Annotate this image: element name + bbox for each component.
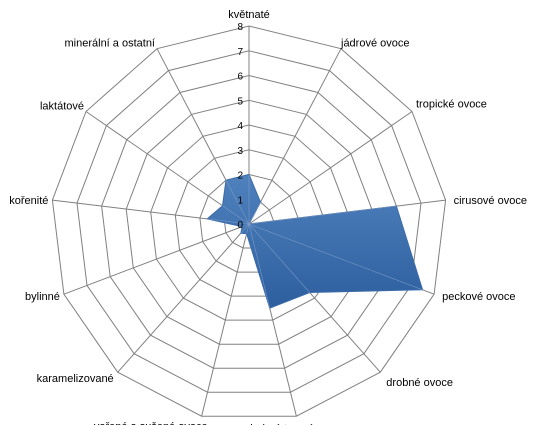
- tick-label: 1: [237, 195, 243, 206]
- series-spoke: [225, 180, 250, 225]
- series-spoke: [241, 223, 250, 227]
- tick-label: 8: [237, 22, 243, 33]
- category-label: cirusové ovoce: [454, 195, 527, 207]
- category-label: drobné ovoce: [386, 377, 453, 389]
- category-label: vařené a sušené ovoce: [94, 421, 208, 425]
- series-spoke: [248, 201, 261, 225]
- tick-label: 0: [237, 220, 243, 231]
- category-label: kořenité: [9, 195, 48, 207]
- grid-spoke: [201, 223, 250, 417]
- series-spoke: [248, 223, 270, 309]
- series-spoke: [246, 223, 250, 234]
- grid-spoke: [248, 111, 413, 225]
- series-spoke: [248, 223, 423, 291]
- category-label: peckové ovoce: [442, 291, 515, 303]
- series-spoke: [248, 205, 397, 225]
- tick-label: 2: [237, 171, 243, 182]
- series-spoke: [207, 218, 250, 225]
- series-spoke: [248, 223, 310, 293]
- tick-label: 4: [237, 121, 243, 132]
- grid-spoke: [85, 111, 250, 225]
- tick-label: 6: [237, 72, 243, 83]
- category-label: karamelizované: [37, 373, 114, 385]
- grid-spoke: [117, 223, 250, 373]
- category-label: bylinné: [25, 291, 60, 303]
- radar-tick-labels: 0 1 2 3 4 5 6 7 8: [237, 22, 243, 231]
- radar-category-labels: květnaté jádrové ovoce tropické ovoce cirus…: [9, 9, 527, 425]
- grid-ring: [150, 124, 348, 321]
- grid-ring: [76, 50, 422, 393]
- category-label: laktátové: [40, 101, 84, 113]
- grid-spoke: [63, 223, 250, 295]
- category-label: jádrové ovoce: [340, 38, 410, 50]
- series-spoke: [222, 205, 250, 225]
- grid-ring: [101, 74, 397, 369]
- category-label: květnaté: [228, 9, 270, 21]
- tick-label: 7: [237, 47, 243, 58]
- category-label: drobné tmavé ovoce: [247, 423, 347, 425]
- series-spoke: [240, 223, 250, 234]
- category-label: tropické ovoce: [416, 99, 487, 111]
- grid-ring: [199, 173, 299, 273]
- category-label: minerální a ostatní: [65, 38, 156, 50]
- tick-label: 5: [237, 96, 243, 107]
- grid-ring: [174, 149, 324, 297]
- grid-ring: [125, 99, 373, 345]
- grid-spoke: [248, 48, 342, 225]
- radar-series: [206, 174, 424, 309]
- grid-ring: [51, 25, 447, 417]
- tick-label: 3: [237, 146, 243, 157]
